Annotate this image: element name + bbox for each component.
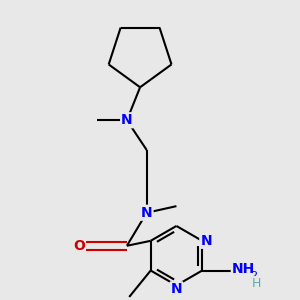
- Text: 2: 2: [250, 272, 257, 281]
- Text: N: N: [121, 113, 133, 127]
- Text: N: N: [200, 234, 212, 248]
- Text: O: O: [73, 239, 85, 253]
- Text: H: H: [252, 277, 261, 290]
- Text: N: N: [171, 282, 182, 296]
- Text: N: N: [141, 206, 152, 220]
- Text: NH: NH: [232, 262, 255, 276]
